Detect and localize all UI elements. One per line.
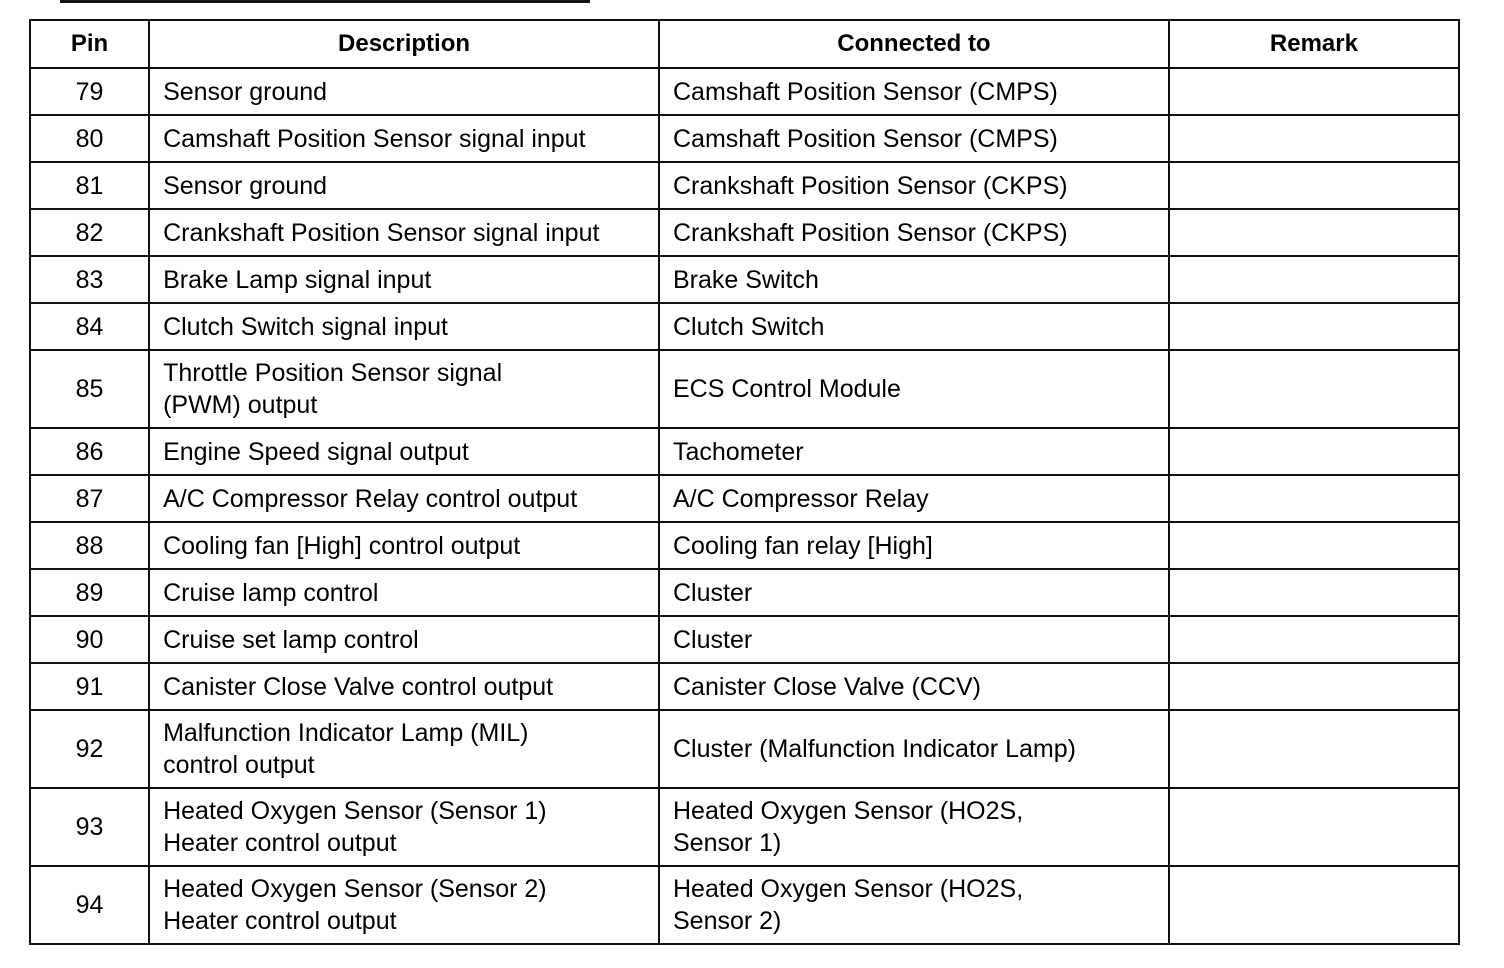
description-cell: Heated Oxygen Sensor (Sensor 1) Heater c… bbox=[148, 787, 660, 867]
table-row: 93 Heated Oxygen Sensor (Sensor 1) Heater… bbox=[28, 787, 1461, 867]
connected-to-cell: Crankshaft Position Sensor (CKPS) bbox=[657, 161, 1170, 210]
description-cell: Cooling fan [High] control output bbox=[148, 521, 660, 570]
table-row: 91 Canister Close Valve control output Can… bbox=[28, 662, 1461, 711]
table-row: 80 Camshaft Position Sensor signal input C… bbox=[28, 114, 1461, 163]
description-cell: Cruise set lamp control bbox=[148, 615, 660, 664]
description-cell: Clutch Switch signal input bbox=[148, 302, 660, 351]
description-cell: Brake Lamp signal input bbox=[148, 255, 660, 304]
description-cell: Malfunction Indicator Lamp (MIL) control… bbox=[148, 709, 660, 789]
table-row: 85 Throttle Position Sensor signal (PWM) … bbox=[28, 349, 1461, 429]
table-row: 94 Heated Oxygen Sensor (Sensor 2) Heater… bbox=[28, 865, 1461, 945]
pin-cell: 81 bbox=[28, 161, 151, 210]
connected-to-cell: Heated Oxygen Sensor (HO2S, Sensor 1) bbox=[657, 787, 1170, 867]
connected-to-cell: ECS Control Module bbox=[657, 349, 1170, 429]
pin-cell: 84 bbox=[28, 302, 151, 351]
connected-to-cell: Camshaft Position Sensor (CMPS) bbox=[657, 114, 1170, 163]
pin-cell: 91 bbox=[28, 662, 151, 711]
header-description: Description bbox=[148, 19, 660, 69]
header-connected-to: Connected to bbox=[657, 19, 1170, 69]
description-cell: Throttle Position Sensor signal (PWM) ou… bbox=[148, 349, 660, 429]
pin-cell: 80 bbox=[28, 114, 151, 163]
connected-to-cell: Clutch Switch bbox=[657, 302, 1170, 351]
remark-cell bbox=[1167, 67, 1461, 116]
table-row: 88 Cooling fan [High] control output Cooli… bbox=[28, 521, 1461, 570]
pin-cell: 79 bbox=[28, 67, 151, 116]
pin-cell: 83 bbox=[28, 255, 151, 304]
header-remark: Remark bbox=[1167, 19, 1461, 69]
table-row: 82 Crankshaft Position Sensor signal inpu… bbox=[28, 208, 1461, 257]
table-row: 83 Brake Lamp signal input Brake Switch bbox=[28, 255, 1461, 304]
table-body: 79 Sensor ground Camshaft Position Sensor … bbox=[28, 67, 1461, 945]
remark-cell bbox=[1167, 662, 1461, 711]
pin-cell: 86 bbox=[28, 427, 151, 476]
connected-to-cell: Cooling fan relay [High] bbox=[657, 521, 1170, 570]
remark-cell bbox=[1167, 349, 1461, 429]
pin-cell: 87 bbox=[28, 474, 151, 523]
table-row: 86 Engine Speed signal output Tachometer bbox=[28, 427, 1461, 476]
remark-cell bbox=[1167, 161, 1461, 210]
remark-cell bbox=[1167, 427, 1461, 476]
description-cell: Camshaft Position Sensor signal input bbox=[148, 114, 660, 163]
connected-to-cell: A/C Compressor Relay bbox=[657, 474, 1170, 523]
pin-cell: 92 bbox=[28, 709, 151, 789]
pin-cell: 90 bbox=[28, 615, 151, 664]
pin-cell: 88 bbox=[28, 521, 151, 570]
remark-cell bbox=[1167, 255, 1461, 304]
description-cell: Cruise lamp control bbox=[148, 568, 660, 617]
connected-to-cell: Cluster bbox=[657, 615, 1170, 664]
top-rule bbox=[60, 0, 590, 3]
table-row: 92 Malfunction Indicator Lamp (MIL) contr… bbox=[28, 709, 1461, 789]
remark-cell bbox=[1167, 865, 1461, 945]
table-row: 87 A/C Compressor Relay control output A/C… bbox=[28, 474, 1461, 523]
remark-cell bbox=[1167, 521, 1461, 570]
connected-to-cell: Canister Close Valve (CCV) bbox=[657, 662, 1170, 711]
table-row: 81 Sensor ground Crankshaft Position Senso… bbox=[28, 161, 1461, 210]
connected-to-cell: Camshaft Position Sensor (CMPS) bbox=[657, 67, 1170, 116]
connected-to-cell: Crankshaft Position Sensor (CKPS) bbox=[657, 208, 1170, 257]
header-row: Pin Description Connected to Remark bbox=[28, 19, 1461, 69]
connected-to-cell: Cluster bbox=[657, 568, 1170, 617]
table-row: 90 Cruise set lamp control Cluster bbox=[28, 615, 1461, 664]
remark-cell bbox=[1167, 709, 1461, 789]
connected-to-cell: Heated Oxygen Sensor (HO2S, Sensor 2) bbox=[657, 865, 1170, 945]
connected-to-cell: Cluster (Malfunction Indicator Lamp) bbox=[657, 709, 1170, 789]
description-cell: Canister Close Valve control output bbox=[148, 662, 660, 711]
connected-to-cell: Tachometer bbox=[657, 427, 1170, 476]
pin-table: Pin Description Connected to Remark 79 Se… bbox=[28, 19, 1461, 945]
pin-cell: 93 bbox=[28, 787, 151, 867]
pin-cell: 89 bbox=[28, 568, 151, 617]
header-pin: Pin bbox=[28, 19, 151, 69]
remark-cell bbox=[1167, 114, 1461, 163]
connected-to-cell: Brake Switch bbox=[657, 255, 1170, 304]
remark-cell bbox=[1167, 302, 1461, 351]
remark-cell bbox=[1167, 208, 1461, 257]
pin-cell: 85 bbox=[28, 349, 151, 429]
description-cell: Engine Speed signal output bbox=[148, 427, 660, 476]
remark-cell bbox=[1167, 474, 1461, 523]
remark-cell bbox=[1167, 787, 1461, 867]
description-cell: Heated Oxygen Sensor (Sensor 2) Heater c… bbox=[148, 865, 660, 945]
description-cell: A/C Compressor Relay control output bbox=[148, 474, 660, 523]
table-row: 79 Sensor ground Camshaft Position Sensor … bbox=[28, 67, 1461, 116]
description-cell: Crankshaft Position Sensor signal input bbox=[148, 208, 660, 257]
table-row: 84 Clutch Switch signal input Clutch Switc… bbox=[28, 302, 1461, 351]
remark-cell bbox=[1167, 615, 1461, 664]
table-row: 89 Cruise lamp control Cluster bbox=[28, 568, 1461, 617]
pin-cell: 94 bbox=[28, 865, 151, 945]
remark-cell bbox=[1167, 568, 1461, 617]
description-cell: Sensor ground bbox=[148, 67, 660, 116]
description-cell: Sensor ground bbox=[148, 161, 660, 210]
pin-cell: 82 bbox=[28, 208, 151, 257]
